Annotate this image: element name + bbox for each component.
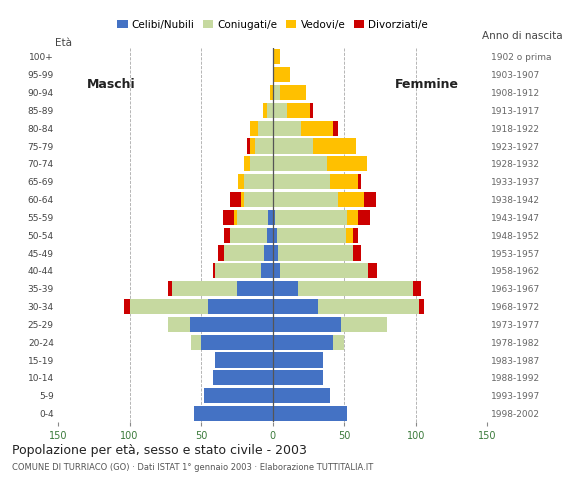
Bar xyxy=(273,85,280,100)
Bar xyxy=(327,156,367,171)
Bar xyxy=(278,245,353,261)
Bar xyxy=(244,174,273,189)
Text: Femmine: Femmine xyxy=(394,77,459,91)
Bar xyxy=(273,263,280,278)
Bar xyxy=(190,317,273,332)
Bar xyxy=(353,245,361,261)
Bar xyxy=(273,352,322,368)
Bar xyxy=(338,192,364,207)
Bar xyxy=(223,210,234,225)
Bar xyxy=(270,85,273,100)
Bar xyxy=(277,228,346,243)
Bar xyxy=(172,281,237,296)
Bar xyxy=(237,210,269,225)
Bar xyxy=(168,281,172,296)
Bar xyxy=(273,192,338,207)
Bar xyxy=(208,299,273,314)
Text: COMUNE DI TURRIACO (GO) · Dati ISTAT 1° gennaio 2003 · Elaborazione TUTTITALIA.I: COMUNE DI TURRIACO (GO) · Dati ISTAT 1° … xyxy=(12,463,373,472)
Bar xyxy=(273,156,327,171)
Bar xyxy=(368,263,377,278)
Bar xyxy=(250,139,255,154)
Bar xyxy=(201,335,273,350)
Bar xyxy=(298,281,413,296)
Bar xyxy=(194,406,273,421)
Text: Età: Età xyxy=(55,38,72,48)
Bar xyxy=(230,192,241,207)
Bar xyxy=(353,228,358,243)
Bar xyxy=(191,335,201,350)
Bar xyxy=(250,120,258,136)
Bar xyxy=(318,299,419,314)
Bar xyxy=(347,210,358,225)
Bar xyxy=(269,210,273,225)
Bar xyxy=(224,228,230,243)
Bar xyxy=(364,192,376,207)
Bar xyxy=(273,228,277,243)
Text: Anno di nascita: Anno di nascita xyxy=(482,31,563,41)
Bar xyxy=(273,174,330,189)
Bar xyxy=(212,370,273,385)
Bar xyxy=(273,67,290,83)
Bar xyxy=(267,103,273,118)
Bar xyxy=(310,103,313,118)
Bar xyxy=(273,245,278,261)
Bar xyxy=(358,210,370,225)
Bar xyxy=(413,281,422,296)
Bar xyxy=(273,388,330,403)
Bar xyxy=(250,156,273,171)
Bar xyxy=(273,335,333,350)
Bar xyxy=(330,174,358,189)
Text: Popolazione per età, sesso e stato civile - 2003: Popolazione per età, sesso e stato civil… xyxy=(12,444,306,457)
Bar xyxy=(273,139,313,154)
Bar xyxy=(215,263,261,278)
Bar xyxy=(255,139,273,154)
Bar xyxy=(273,317,341,332)
Bar xyxy=(124,299,129,314)
Bar xyxy=(267,228,273,243)
Bar xyxy=(241,192,244,207)
Bar xyxy=(313,139,356,154)
Bar xyxy=(224,245,264,261)
Bar xyxy=(234,210,237,225)
Bar xyxy=(244,192,273,207)
Bar xyxy=(273,49,280,64)
Bar xyxy=(346,228,353,243)
Bar xyxy=(287,103,310,118)
Bar xyxy=(273,120,301,136)
Bar xyxy=(247,139,250,154)
Bar xyxy=(218,245,224,261)
Text: Maschi: Maschi xyxy=(86,77,135,91)
Legend: Celibi/Nubili, Coniugati/e, Vedovi/e, Divorziati/e: Celibi/Nubili, Coniugati/e, Vedovi/e, Di… xyxy=(113,16,432,34)
Bar xyxy=(168,317,190,332)
Bar xyxy=(261,263,273,278)
Bar xyxy=(215,352,273,368)
Bar xyxy=(204,388,273,403)
Bar xyxy=(276,210,347,225)
Bar xyxy=(333,335,344,350)
Bar xyxy=(263,103,267,118)
Bar xyxy=(273,406,347,421)
Bar xyxy=(230,228,267,243)
Bar xyxy=(341,317,387,332)
Bar xyxy=(258,120,273,136)
Bar xyxy=(280,85,306,100)
Bar xyxy=(244,156,250,171)
Bar xyxy=(301,120,333,136)
Bar xyxy=(264,245,273,261)
Bar xyxy=(238,174,244,189)
Bar xyxy=(333,120,338,136)
Bar xyxy=(273,281,298,296)
Bar xyxy=(273,210,275,225)
Bar xyxy=(273,370,322,385)
Bar xyxy=(237,281,273,296)
Bar xyxy=(273,103,287,118)
Bar xyxy=(129,299,208,314)
Bar xyxy=(212,263,215,278)
Bar xyxy=(273,299,318,314)
Bar xyxy=(358,174,361,189)
Bar xyxy=(419,299,424,314)
Bar xyxy=(280,263,368,278)
